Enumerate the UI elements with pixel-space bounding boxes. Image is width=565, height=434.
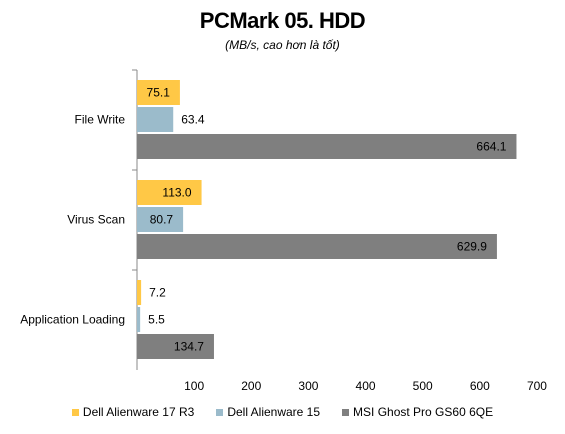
bar — [137, 207, 184, 232]
bar — [137, 307, 141, 332]
data-label: 63.4 — [181, 113, 205, 127]
data-label: 134.7 — [174, 340, 204, 354]
x-tick-label: 100 — [184, 379, 204, 393]
data-label: 5.5 — [148, 313, 165, 327]
x-tick-label: 400 — [356, 379, 376, 393]
bar — [137, 234, 497, 259]
legend-swatch — [71, 408, 79, 416]
data-label: 7.2 — [149, 286, 166, 300]
bar-chart: 100 200 300 400 500 600 700 File Write 75.1 63.4 6… — [20, 69, 547, 393]
bar — [137, 334, 214, 359]
x-tick-label: 300 — [298, 379, 318, 393]
data-label: 80.7 — [150, 213, 174, 227]
data-label: 113.0 — [162, 186, 191, 200]
legend: Dell Alienware 17 R3 Dell Alienware 15 M… — [0, 405, 565, 419]
category-label: Virus Scan — [67, 213, 125, 227]
legend-label: MSI Ghost Pro GS60 6QE — [353, 405, 494, 419]
category-label: Application Loading — [20, 313, 125, 327]
category-label: File Write — [75, 113, 126, 127]
data-label: 629.9 — [457, 240, 487, 254]
legend-item-dell-alienware-17-r3: Dell Alienware 17 R3 — [71, 405, 195, 419]
legend-label: Dell Alienware 17 R3 — [82, 405, 195, 419]
bar — [137, 180, 202, 205]
bar — [137, 107, 174, 132]
x-tick-label: 600 — [470, 379, 490, 393]
legend-swatch — [342, 408, 350, 416]
data-label: 75.1 — [147, 86, 171, 100]
bar — [137, 80, 180, 105]
legend-label: Dell Alienware 15 — [227, 405, 321, 419]
x-tick-label: 700 — [527, 379, 547, 393]
legend-item-dell-alienware-15: Dell Alienware 15 — [216, 405, 320, 419]
bar — [137, 134, 517, 159]
legend-swatch — [216, 408, 224, 416]
chart-title: PCMark 05. HDD — [199, 8, 366, 33]
data-label: 664.1 — [476, 140, 506, 154]
chart-subtitle: (MB/s, cao hơn là tốt) — [225, 38, 340, 52]
bar — [137, 280, 142, 305]
x-tick-label: 200 — [241, 379, 261, 393]
legend-item-msi-ghost-pro: MSI Ghost Pro GS60 6QE — [342, 405, 493, 419]
x-tick-label: 500 — [413, 379, 433, 393]
